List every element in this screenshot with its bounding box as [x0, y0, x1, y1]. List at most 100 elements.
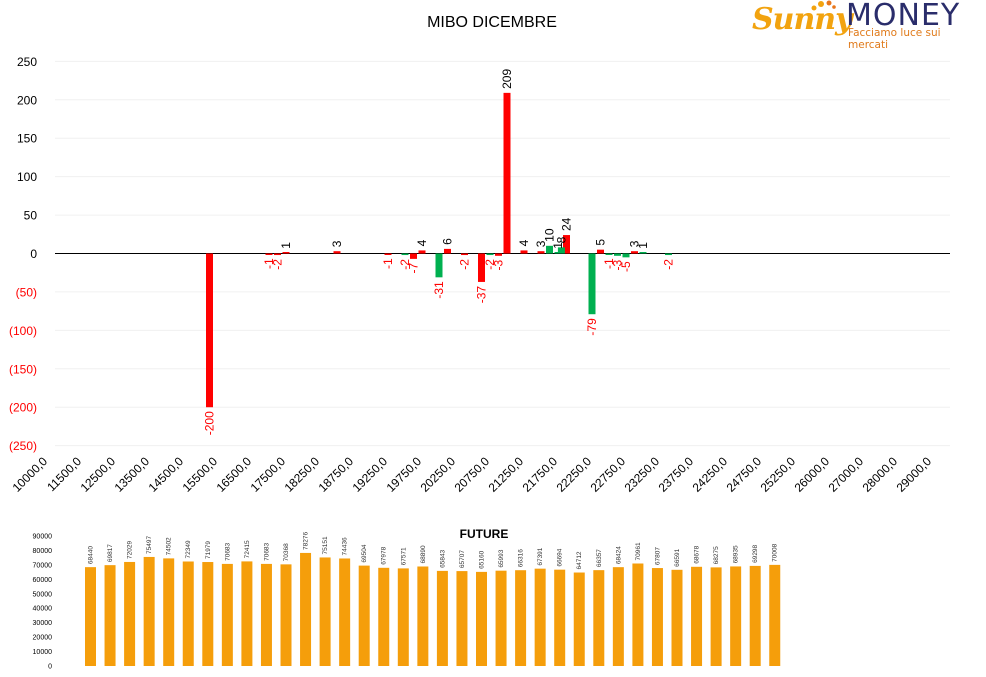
red-bar [333, 251, 341, 254]
future-data-label: 67807 [654, 547, 661, 565]
green-bar [546, 245, 553, 254]
future-data-label: 66591 [674, 548, 681, 566]
red-bar [478, 253, 485, 282]
future-data-label: 68275 [713, 546, 720, 564]
future-data-label: 70961 [635, 542, 642, 560]
future-y-tick-label: 0 [48, 664, 52, 671]
future-bar [397, 568, 409, 666]
future-data-label: 78276 [303, 531, 310, 549]
green-bar [401, 253, 409, 256]
future-bar [319, 557, 331, 666]
future-bar [124, 561, 136, 666]
data-label: -1 [262, 258, 276, 269]
red-bar [265, 253, 273, 255]
future-bar [554, 569, 566, 666]
future-data-label: 74502 [166, 537, 173, 555]
future-data-label: 68890 [420, 545, 427, 563]
future-data-label: 67571 [400, 547, 407, 565]
future-data-label: 69817 [107, 544, 114, 562]
future-y-tick-label: 90000 [33, 534, 53, 541]
red-bar [274, 253, 281, 256]
data-label: 1 [551, 242, 565, 249]
future-data-label: 70683 [224, 542, 231, 560]
y-tick-label: (50) [16, 285, 37, 299]
future-bar [515, 570, 527, 666]
future-bar [143, 556, 155, 666]
future-data-label: 65993 [498, 549, 505, 567]
future-bar [104, 565, 116, 666]
future-data-label: 67391 [537, 547, 544, 565]
future-bar [300, 552, 312, 666]
data-label: 4 [415, 239, 429, 246]
future-data-label: 65160 [479, 550, 486, 568]
green-bar [435, 253, 443, 278]
future-bar [476, 571, 487, 666]
future-y-tick-label: 40000 [33, 606, 53, 613]
future-data-labels: 68440 69817 72029 75497 74502 72349 71979 70683… [88, 531, 779, 569]
red-bar [597, 249, 604, 254]
future-data-label: 68935 [733, 545, 740, 563]
data-label: -5 [619, 261, 633, 272]
green-bar [614, 253, 621, 256]
y-tick-label: 50 [24, 209, 38, 223]
future-data-label: 69298 [752, 544, 759, 562]
data-label: 4 [517, 239, 531, 246]
data-label: -1 [602, 258, 616, 269]
data-label: 3 [330, 240, 344, 247]
y-axis: 250 200 150 100 50 0 (50) (100) (150) (200) (250) [9, 55, 37, 453]
future-bar [769, 564, 781, 666]
future-bar [710, 567, 722, 666]
green-bar [486, 253, 494, 256]
future-bar [202, 562, 214, 666]
red-bar [461, 253, 468, 256]
future-y-tick-label: 70000 [33, 562, 53, 569]
y-tick-label: (100) [9, 324, 37, 338]
future-bar [241, 561, 253, 666]
data-label: 8 [554, 236, 568, 243]
green-bar [605, 253, 613, 255]
red-bar [631, 251, 638, 254]
future-bar [163, 558, 175, 666]
future-bar [436, 570, 448, 666]
future-bar [339, 558, 351, 666]
data-label: -7 [407, 263, 421, 274]
future-y-tick-label: 50000 [33, 591, 53, 598]
future-data-label: 65707 [459, 550, 466, 568]
future-y-tick-label: 30000 [33, 620, 53, 627]
data-label: -1 [381, 258, 395, 269]
future-data-label: 69504 [361, 544, 368, 562]
y-tick-label: 0 [30, 247, 37, 261]
data-label: 1 [279, 242, 293, 249]
future-bar [260, 563, 272, 666]
future-data-label: 70008 [772, 543, 779, 561]
future-y-tick-label: 60000 [33, 577, 53, 584]
data-label: 10 [543, 228, 557, 242]
red-bar [495, 253, 502, 256]
y-tick-label: 250 [17, 55, 37, 69]
data-label: 209 [500, 69, 514, 89]
data-label: -200 [203, 411, 217, 435]
future-bar [280, 564, 292, 666]
y-tick-label: 150 [17, 132, 37, 146]
future-data-label: 72029 [127, 540, 134, 558]
future-bar [612, 567, 624, 666]
logo-name-sunny: Sunny [752, 2, 853, 37]
data-label: -3 [492, 259, 506, 270]
data-label: 24 [560, 217, 574, 231]
future-y-axis: 0 10000 20000 30000 40000 50000 60000 70000 8000… [33, 534, 53, 671]
future-bar [691, 566, 703, 666]
future-chart-title: FUTURE [460, 527, 509, 541]
red-bar [418, 250, 426, 254]
red-bar [384, 253, 392, 255]
red-bar [444, 248, 451, 254]
sun-rays-icon [811, 0, 836, 11]
red-bar [563, 235, 570, 254]
future-y-tick-label: 80000 [33, 548, 53, 555]
red-bar [503, 92, 511, 254]
future-bar [749, 565, 761, 666]
future-data-label: 64712 [576, 551, 583, 569]
future-data-label: 67978 [381, 546, 388, 564]
future-bar [378, 567, 390, 666]
